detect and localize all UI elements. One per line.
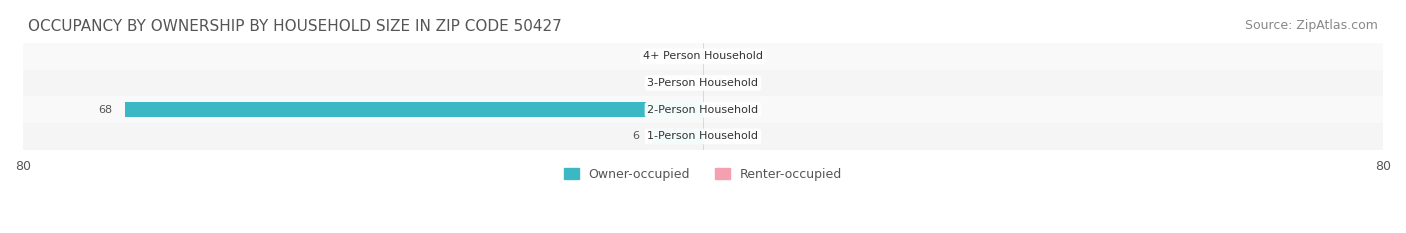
Text: 0: 0 [683,78,690,88]
Text: Source: ZipAtlas.com: Source: ZipAtlas.com [1244,19,1378,32]
Bar [22,123,1384,150]
Text: 1-Person Household: 1-Person Household [648,131,758,141]
Bar [22,96,1384,123]
Text: 0: 0 [716,78,723,88]
Text: 68: 68 [98,105,112,115]
Text: 0: 0 [716,131,723,141]
Text: 3-Person Household: 3-Person Household [648,78,758,88]
Text: 0: 0 [716,105,723,115]
Bar [652,129,703,144]
Legend: Owner-occupied, Renter-occupied: Owner-occupied, Renter-occupied [564,168,842,181]
Text: 0: 0 [683,51,690,61]
Text: OCCUPANCY BY OWNERSHIP BY HOUSEHOLD SIZE IN ZIP CODE 50427: OCCUPANCY BY OWNERSHIP BY HOUSEHOLD SIZE… [28,19,562,34]
Bar [22,70,1384,96]
Bar [22,43,1384,70]
Text: 4+ Person Household: 4+ Person Household [643,51,763,61]
Text: 0: 0 [716,51,723,61]
Text: 6: 6 [633,131,640,141]
Text: 2-Person Household: 2-Person Household [647,105,759,115]
Bar [125,102,703,117]
